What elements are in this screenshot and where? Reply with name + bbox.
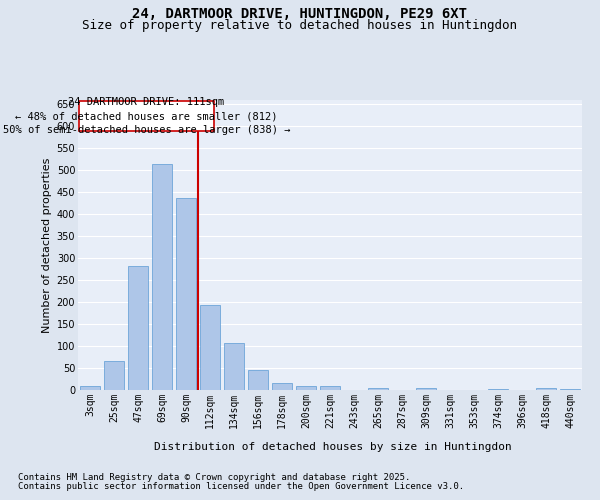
Bar: [320, 386, 340, 390]
Bar: [368, 388, 388, 390]
Y-axis label: Number of detached properties: Number of detached properties: [43, 158, 52, 332]
Bar: [104, 362, 124, 390]
Bar: [224, 343, 244, 390]
Bar: [488, 388, 508, 390]
Bar: [80, 386, 100, 390]
Bar: [416, 388, 436, 390]
Bar: [248, 370, 268, 390]
Bar: [176, 198, 196, 390]
Bar: [200, 305, 220, 390]
Text: Contains public sector information licensed under the Open Government Licence v3: Contains public sector information licen…: [18, 482, 464, 491]
Text: Contains HM Land Registry data © Crown copyright and database right 2025.: Contains HM Land Registry data © Crown c…: [18, 472, 410, 482]
Bar: [536, 388, 556, 390]
Bar: [128, 266, 148, 390]
Text: Distribution of detached houses by size in Huntingdon: Distribution of detached houses by size …: [154, 442, 512, 452]
FancyBboxPatch shape: [79, 102, 214, 131]
Bar: [296, 386, 316, 390]
Bar: [560, 388, 580, 390]
Bar: [152, 164, 172, 390]
Text: 24, DARTMOOR DRIVE, HUNTINGDON, PE29 6XT: 24, DARTMOOR DRIVE, HUNTINGDON, PE29 6XT: [133, 8, 467, 22]
Text: Size of property relative to detached houses in Huntingdon: Size of property relative to detached ho…: [83, 19, 517, 32]
Bar: [272, 384, 292, 390]
Text: 24 DARTMOOR DRIVE: 111sqm
← 48% of detached houses are smaller (812)
50% of semi: 24 DARTMOOR DRIVE: 111sqm ← 48% of detac…: [2, 97, 290, 135]
